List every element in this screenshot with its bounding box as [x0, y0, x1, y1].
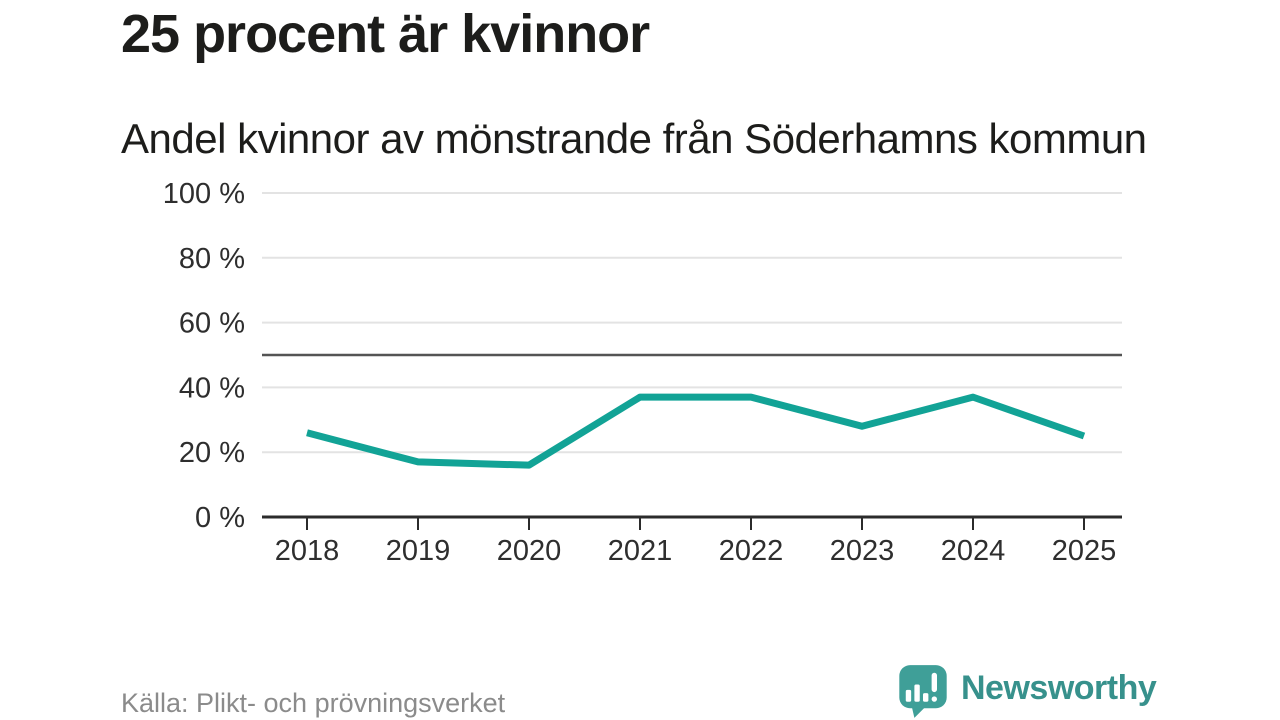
x-tick-label: 2022: [719, 535, 784, 567]
logo-bubble: [899, 665, 947, 709]
x-tick-label: 2021: [608, 535, 673, 567]
chart-subtitle: Andel kvinnor av mönstrande från Söderha…: [121, 115, 1147, 162]
logo-exclamation-bar: [931, 672, 937, 693]
x-tick-label: 2024: [941, 535, 1006, 567]
x-tick-label: 2018: [275, 535, 340, 567]
y-tick-label: 0 %: [195, 502, 245, 534]
y-tick-label: 80 %: [179, 243, 245, 275]
x-tick-label: 2020: [497, 535, 562, 567]
y-tick-label: 60 %: [179, 308, 245, 340]
chart-title: 25 procent är kvinnor: [121, 4, 650, 64]
logo-bubble-tail: [911, 703, 929, 718]
brand-name: Newsworthy: [961, 669, 1157, 707]
y-tick-label: 20 %: [179, 437, 245, 469]
x-tick-label: 2019: [386, 535, 451, 567]
newsworthy-logo-icon: [899, 665, 947, 718]
line-chart: 2018 2019 2020 2021 2022 2023 2024 2025 0 % 20 % 4…: [163, 178, 1122, 567]
y-tick-label: 40 %: [179, 372, 245, 404]
logo-bar-3: [923, 693, 929, 702]
y-tick-label: 100 %: [163, 178, 245, 210]
x-tick-label: 2023: [830, 535, 895, 567]
newsworthy-logo: Newsworthy: [897, 662, 1157, 720]
x-tick-label: 2025: [1052, 535, 1117, 567]
source-attribution: Källa: Plikt- och prövningsverket: [121, 688, 506, 718]
logo-bar-2: [914, 684, 920, 702]
data-line: [306, 393, 1086, 469]
logo-bar-1: [905, 689, 912, 702]
logo-exclamation-dot: [931, 696, 937, 702]
